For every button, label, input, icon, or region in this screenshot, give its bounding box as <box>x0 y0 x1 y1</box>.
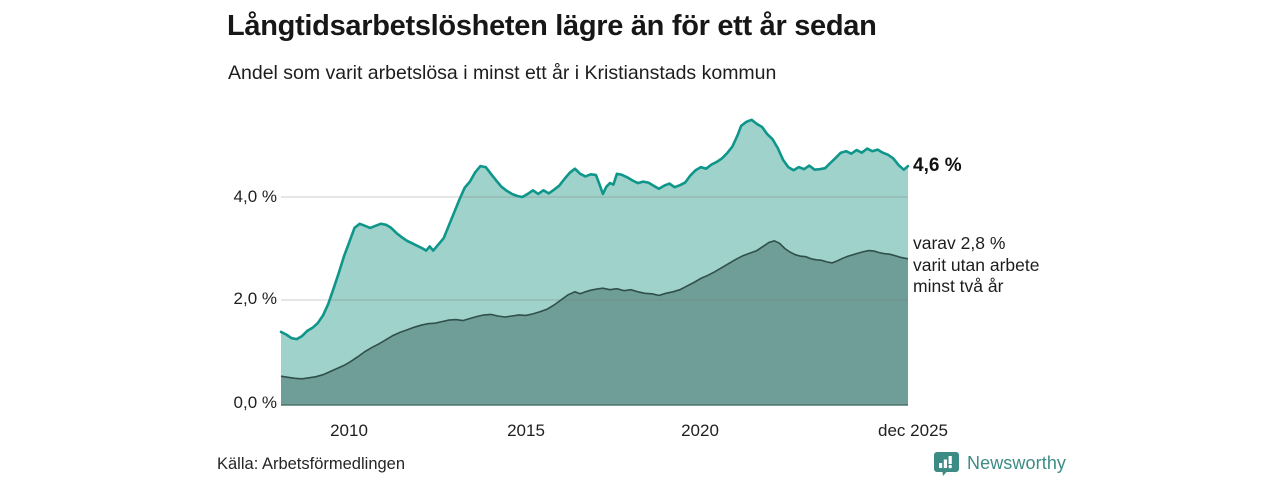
newsworthy-wordmark: Newsworthy <box>967 453 1067 473</box>
source-note: Källa: Arbetsförmedlingen <box>217 455 406 473</box>
x-tick-2015: 2015 <box>507 421 545 440</box>
x-tick-dec-2025: dec 2025 <box>878 421 948 440</box>
subset-annotation: varav 2,8 % varit utan arbete minst två … <box>913 233 1039 298</box>
y-tick-2: 2,0 % <box>233 289 277 308</box>
end-value-label: 4,6 % <box>913 155 962 176</box>
chart-title: Långtidsarbetslösheten lägre än för ett … <box>227 10 877 42</box>
y-tick-4: 4,0 % <box>233 187 277 206</box>
y-tick-0: 0,0 % <box>233 393 277 412</box>
chart-subtitle: Andel som varit arbetslösa i minst ett å… <box>228 62 777 84</box>
x-tick-2010: 2010 <box>330 421 368 440</box>
subset-annotation-line3: minst två år <box>913 276 1004 296</box>
subset-annotation-line1: varav 2,8 % <box>913 233 1006 253</box>
chart-bubble-icon <box>934 452 959 476</box>
x-tick-2020: 2020 <box>681 421 719 440</box>
newsworthy-logo: Newsworthy <box>933 450 1066 477</box>
subset-annotation-line2: varit utan arbete <box>913 254 1040 275</box>
